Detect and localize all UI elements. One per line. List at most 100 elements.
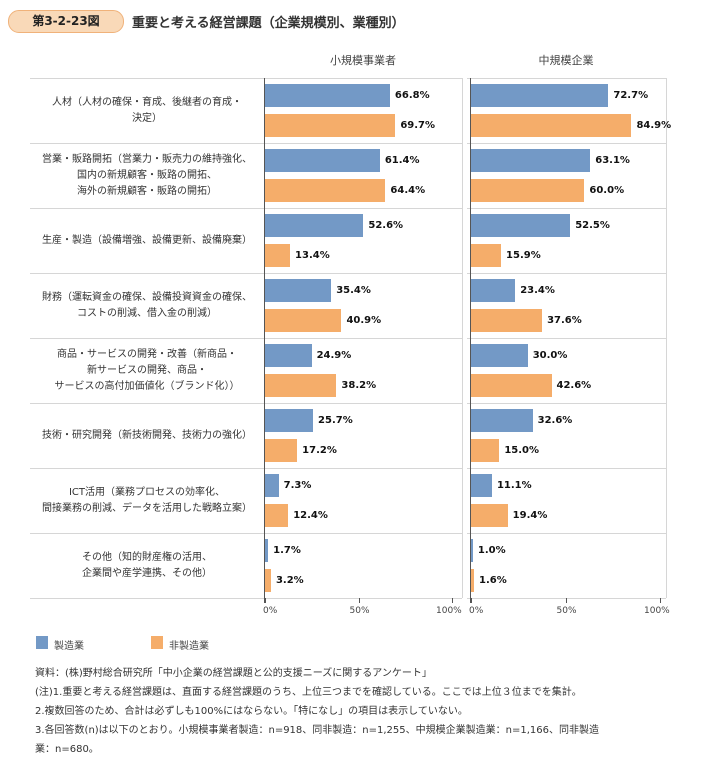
bar-non-manufacturing xyxy=(265,309,342,332)
data-label: 42.6% xyxy=(556,380,592,391)
bar-manufacturing xyxy=(471,149,591,172)
category-label-text: 営業・販路開拓（営業力・販売力の維持強化、 国内の新規顧客・販路の開拓、 海外の… xyxy=(42,153,252,197)
x-tick-label: 0% xyxy=(263,606,278,616)
data-label: 63.1% xyxy=(595,155,630,166)
source-note: 資料：(株)野村総合研究所「中小企業の経営課題と公的支援ニーズに関するアンケート… xyxy=(35,668,432,679)
y-axis-line xyxy=(264,78,265,603)
category-label-text: 技術・研究開発（新技術開発、技術力の強化） xyxy=(42,429,252,441)
bar-non-manufacturing xyxy=(265,374,337,397)
data-label: 12.4% xyxy=(293,510,328,521)
bar-non-manufacturing xyxy=(265,114,396,137)
figure-number-badge: 第3-2-23図 xyxy=(8,10,124,33)
data-label: 13.4% xyxy=(295,250,330,261)
data-label: 1.7% xyxy=(273,545,301,556)
category-label: その他（知的財産権の活用、 企業間や産学連携、その他） xyxy=(30,533,264,598)
row-separator xyxy=(30,403,462,404)
bar-manufacturing xyxy=(265,84,390,107)
category-label-text: その他（知的財産権の活用、 企業間や産学連携、その他） xyxy=(82,551,212,579)
data-label: 35.4% xyxy=(336,285,371,296)
data-label: 60.0% xyxy=(589,185,625,196)
bar-non-manufacturing xyxy=(265,179,386,202)
row-separator xyxy=(467,143,666,144)
row-separator xyxy=(467,468,666,469)
bar-manufacturing xyxy=(265,344,312,367)
x-tick xyxy=(452,598,453,603)
data-label: 69.7% xyxy=(400,120,436,131)
note-3: 3.各回答数(n)は以下のとおり。小規模事業者製造：n=918、同非製造：n=1… xyxy=(35,725,599,736)
data-label: 19.4% xyxy=(512,510,548,521)
bar-manufacturing xyxy=(471,409,533,432)
x-tick-label: 100% xyxy=(644,606,670,616)
data-label: 32.6% xyxy=(537,415,573,426)
row-separator xyxy=(30,78,462,79)
figure-title: 重要と考える経営課題（企業規模別、業種別） xyxy=(132,16,405,31)
data-label: 37.6% xyxy=(547,315,582,326)
bar-manufacturing xyxy=(265,149,380,172)
row-separator xyxy=(30,143,462,144)
data-label: 52.5% xyxy=(575,220,610,231)
x-tick xyxy=(471,598,472,603)
data-label: 24.9% xyxy=(316,350,352,361)
bar-non-manufacturing xyxy=(471,504,508,527)
row-separator xyxy=(30,598,462,599)
x-tick xyxy=(565,598,567,603)
row-separator xyxy=(467,598,666,599)
bar-non-manufacturing xyxy=(265,439,298,462)
x-tick xyxy=(358,598,360,603)
x-tick-label: 100% xyxy=(436,606,462,616)
data-label: 11.1% xyxy=(496,480,532,491)
legend-swatch-non-manufacturing xyxy=(151,636,163,649)
category-label: 人材（人材の確保・育成、後継者の育成・ 決定） xyxy=(30,78,264,143)
category-label-text: 商品・サービスの開発・改善（新商品・ 新サービスの開発、商品・ サービスの高付加… xyxy=(54,348,240,392)
category-label: 生産・製造（設備増強、設備更新、設備廃棄） xyxy=(30,208,264,273)
row-separator xyxy=(30,468,462,469)
data-label: 61.4% xyxy=(384,155,420,166)
row-separator xyxy=(467,533,666,534)
category-label: 商品・サービスの開発・改善（新商品・ 新サービスの開発、商品・ サービスの高付加… xyxy=(30,338,264,403)
bar-non-manufacturing xyxy=(471,439,500,462)
bar-non-manufacturing xyxy=(471,374,552,397)
category-label: ICT活用（業務プロセスの効率化、 間接業務の削減、データを活用した戦略立案） xyxy=(30,468,264,533)
bar-manufacturing xyxy=(471,214,571,237)
row-separator xyxy=(30,533,462,534)
bar-non-manufacturing xyxy=(471,309,543,332)
note-1: (注)1.重要と考える経営課題は、直面する経営課題のうち、上位三つまでを確認して… xyxy=(35,687,582,698)
y-axis-line xyxy=(470,78,471,603)
note-3-cont: 業：n=680。 xyxy=(35,744,99,755)
row-separator xyxy=(467,208,666,209)
data-label: 7.3% xyxy=(283,480,312,491)
legend-label-non-manufacturing: 非製造業 xyxy=(169,641,209,652)
row-separator xyxy=(30,208,462,209)
note-2: 2.複数回答のため、合計は必ずしも100%にはならない。「特になし」の項目は表示… xyxy=(35,706,468,717)
category-label-text: 生産・製造（設備増強、設備更新、設備廃棄） xyxy=(42,234,252,246)
x-tick-label: 50% xyxy=(349,606,370,616)
bar-manufacturing xyxy=(471,474,492,497)
panel-title-medium: 中規模企業 xyxy=(538,54,594,67)
data-label: 66.8% xyxy=(394,90,430,101)
data-label: 64.4% xyxy=(390,185,426,196)
data-label: 40.9% xyxy=(346,315,382,326)
x-tick xyxy=(660,598,661,603)
data-label: 15.0% xyxy=(504,445,540,456)
x-tick xyxy=(265,598,266,603)
bar-manufacturing xyxy=(471,344,528,367)
x-tick-label: 50% xyxy=(556,606,577,616)
panel-border xyxy=(666,78,667,598)
row-separator xyxy=(467,78,666,79)
data-label: 1.0% xyxy=(477,545,506,556)
bar-manufacturing xyxy=(471,539,473,562)
category-label-text: 人材（人材の確保・育成、後継者の育成・ 決定） xyxy=(52,96,242,124)
data-label: 30.0% xyxy=(532,350,568,361)
data-label: 38.2% xyxy=(341,380,377,391)
category-label: 技術・研究開発（新技術開発、技術力の強化） xyxy=(30,403,264,468)
data-label: 17.2% xyxy=(302,445,337,456)
data-label: 23.4% xyxy=(520,285,555,296)
bar-manufacturing xyxy=(265,539,269,562)
bar-non-manufacturing xyxy=(471,569,475,592)
bar-non-manufacturing xyxy=(265,569,271,592)
category-label: 財務（運転資金の確保、設備投資資金の確保、 コストの削減、借入金の削減） xyxy=(30,273,264,338)
data-label: 3.2% xyxy=(275,575,304,586)
data-label: 72.7% xyxy=(613,90,649,101)
bar-manufacturing xyxy=(471,279,516,302)
